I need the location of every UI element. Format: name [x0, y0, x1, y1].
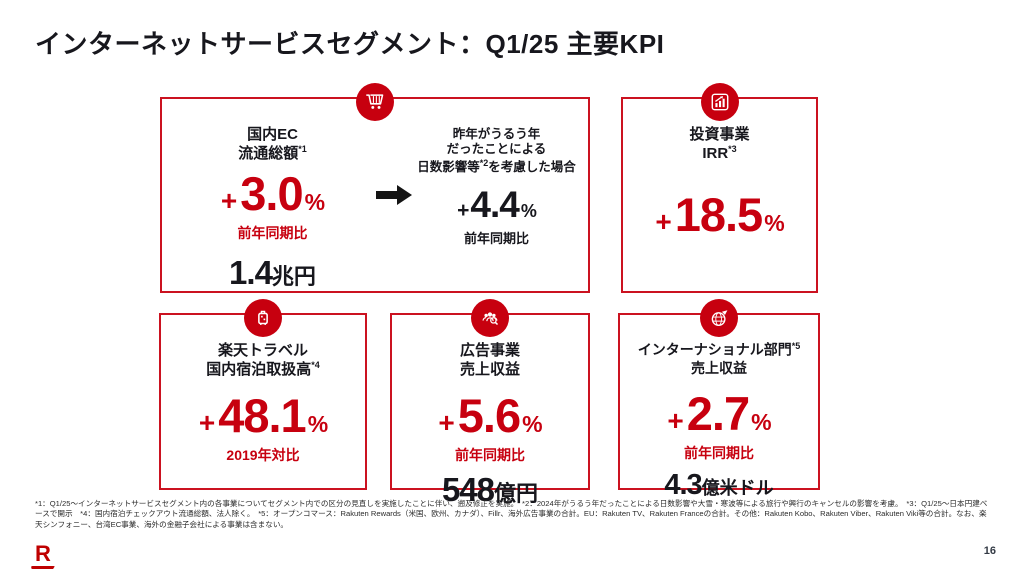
footnote-ref: *1: [298, 144, 307, 155]
value-unit: %: [522, 411, 542, 438]
footnote-ref: *5: [791, 341, 801, 351]
value-sign: +: [655, 206, 671, 238]
kpi-value-international: +2.7%: [620, 386, 818, 441]
kpi-caption-travel: 2019年対比: [226, 447, 300, 464]
value-sign: +: [220, 185, 237, 217]
kpi-card-international: インターナショナル部門*5 売上収益 +2.7% 前年同期比 4.3億米ドル: [618, 299, 820, 501]
value-unit: %: [751, 409, 771, 436]
card-title-line1: インターナショナル部門: [637, 341, 792, 358]
kpi-value-domestic-ec: +3.0%: [170, 166, 375, 221]
amount-unit: 億米ドル: [701, 478, 774, 499]
value-sign: +: [438, 407, 454, 439]
kpi-caption-domestic-ec: 前年同期比: [237, 225, 308, 242]
adjusted-note-line3-post: を考慮した場合: [488, 159, 576, 174]
kpi-value-adjusted: +4.4%: [415, 184, 578, 226]
card-title-line1: 国内EC: [247, 126, 298, 143]
card-title-domestic-ec: 国内EC 流通総額*1: [174, 125, 371, 163]
value-unit: %: [764, 210, 784, 237]
card-title-line2: 流通総額: [238, 145, 299, 163]
adjusted-note-line1: 昨年がうるう年: [452, 127, 541, 141]
card-title-international: インターナショナル部門*5 売上収益: [624, 341, 814, 377]
footnote-ref: *4: [311, 360, 320, 371]
card-title-travel: 楽天トラベル 国内宿泊取扱高*4: [165, 341, 361, 379]
card-title-line2: 売上収益: [459, 361, 520, 379]
rakuten-logo: R: [28, 543, 58, 569]
kpi-caption-international: 前年同期比: [684, 445, 754, 462]
amount-number: 548: [441, 471, 495, 509]
value-sign: +: [667, 405, 683, 437]
globe-icon: [700, 299, 738, 337]
value-number: 18.5: [674, 188, 763, 242]
kpi-amount-domestic-ec: 1.4兆円: [170, 254, 375, 292]
adjusted-note-line3: 日数影響等: [417, 159, 480, 174]
kpi-value-investment: +18.5%: [623, 187, 816, 242]
logo-underline: [31, 566, 55, 569]
card-title-line1: 楽天トラベル: [217, 342, 308, 359]
suitcase-icon: [244, 299, 282, 337]
value-unit: %: [307, 411, 328, 438]
value-number: 3.0: [240, 167, 303, 221]
value-number: 4.4: [470, 183, 519, 225]
amount-unit: 兆円: [271, 264, 316, 290]
kpi-amount-advertising: 548億円: [392, 471, 588, 509]
adjusted-note-line2: だったことによる: [446, 142, 547, 157]
kpi-amount-international: 4.3億米ドル: [620, 469, 818, 502]
logo-letter: R: [35, 541, 51, 566]
footnote: *1：Q1/25～インターネットサービスセグメント内の各事業についてセグメント内…: [35, 499, 988, 529]
value-sign: +: [198, 407, 215, 439]
chart-growth-icon: [700, 83, 739, 121]
footnote-ref: *2: [479, 157, 489, 168]
card-title-advertising: 広告事業 売上収益: [396, 341, 584, 379]
amount-unit: 億円: [494, 481, 539, 507]
adjusted-note: 昨年がうるう年 だったことによる 日数影響等*2を考慮した場合: [415, 127, 578, 175]
value-number: 48.1: [218, 389, 306, 443]
right-arrow-icon: [375, 183, 415, 292]
kpi-value-advertising: +5.6%: [392, 388, 588, 443]
card-title-line1: 広告事業: [459, 342, 520, 359]
card-title-investment: 投資事業 IRR*3: [627, 125, 812, 163]
kpi-card-investment: 投資事業 IRR*3 +18.5%: [621, 83, 818, 293]
shopping-cart-icon: [356, 83, 394, 121]
card-title-line2: 売上収益: [691, 359, 747, 376]
card-title-line2: 国内宿泊取扱高: [206, 361, 312, 379]
ad-audience-icon: [471, 299, 509, 337]
amount-number: 4.3: [664, 469, 702, 502]
card-title-line2: IRR: [702, 145, 729, 163]
value-number: 5.6: [457, 389, 521, 443]
footnote-ref: *3: [728, 144, 737, 155]
amount-number: 1.4: [229, 254, 273, 292]
value-unit: %: [520, 200, 537, 221]
kpi-value-travel: +48.1%: [161, 388, 365, 443]
page-title: インターネットサービスセグメント：Q1/25 主要KPI: [35, 29, 665, 59]
card-title-line1: 投資事業: [689, 126, 750, 143]
value-number: 2.7: [686, 387, 750, 441]
kpi-caption-adjusted: 前年同期比: [463, 230, 529, 246]
kpi-card-domestic-ec: 国内EC 流通総額*1 +3.0% 前年同期比 1.4兆円 昨年がうるう年 だっ…: [160, 83, 590, 293]
kpi-card-travel: 楽天トラベル 国内宿泊取扱高*4 +48.1% 2019年対比: [159, 299, 367, 490]
page-number: 16: [983, 545, 996, 557]
kpi-card-advertising: 広告事業 売上収益 +5.6% 前年同期比 548億円: [390, 299, 590, 508]
kpi-caption-advertising: 前年同期比: [455, 447, 525, 464]
value-unit: %: [304, 189, 325, 216]
value-sign: +: [457, 198, 469, 222]
